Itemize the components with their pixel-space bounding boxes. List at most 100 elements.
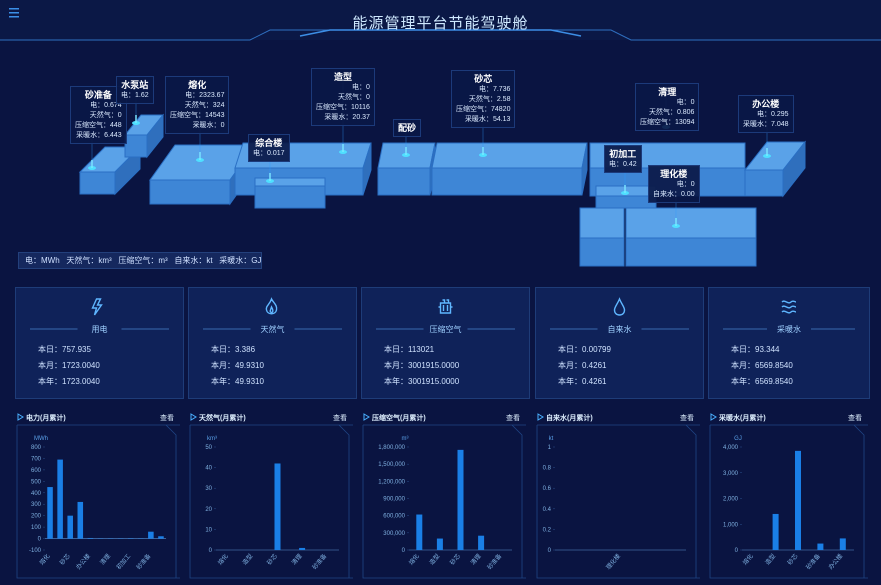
- card-decor: [376, 299, 515, 330]
- row-label: 本日：: [558, 345, 582, 354]
- glow-beam: [91, 160, 93, 168]
- reading-value: 13094: [675, 119, 695, 126]
- unit-label: GJ: [734, 436, 742, 442]
- header-bg: [0, 0, 881, 40]
- row-label: 本年：: [731, 377, 755, 386]
- reading: 天然气：324: [170, 101, 225, 111]
- reading-value: 10116: [351, 104, 370, 111]
- block-front: [124, 134, 148, 158]
- building-name: 熔化: [188, 80, 207, 90]
- building-label: 造型 电：0 天然气：0 压缩空气：10116 采暖水：20.37: [311, 68, 375, 126]
- reading-value: 324: [212, 102, 225, 109]
- card-title: 用电: [91, 325, 108, 334]
- title-marker: [537, 413, 544, 421]
- reading-label: 天然气：: [648, 109, 677, 116]
- card-row: 本年：0.4261: [558, 376, 606, 387]
- reading-value: 54.13: [492, 116, 511, 123]
- y-tick-label: 50: [205, 445, 212, 451]
- bar: [274, 463, 281, 550]
- y-tick-label: 4,000: [723, 445, 739, 451]
- reading: 电：0: [640, 98, 695, 108]
- y-tick-label: 1,800,000: [378, 445, 405, 451]
- building-name: 理化楼: [660, 169, 688, 179]
- reading-label: 天然气：: [184, 102, 213, 109]
- unit-label: kt: [549, 436, 554, 442]
- building-name: 办公楼: [752, 99, 780, 109]
- row-value: 49.9310: [235, 377, 264, 386]
- reading-label: 采暖水：: [743, 121, 771, 128]
- view-button: 查看: [160, 413, 174, 422]
- row-label: 本年：: [211, 377, 235, 386]
- row-label: 本月：: [558, 361, 582, 370]
- reading: 自来水：0.00: [653, 190, 695, 200]
- reading-label: 电：: [757, 111, 771, 118]
- card-title: 天然气: [260, 325, 285, 334]
- page-title: 能源管理平台节能驾驶舱: [352, 15, 529, 32]
- reading-label: 电：: [478, 86, 493, 93]
- x-tick-label: 砂准备: [804, 552, 822, 571]
- building-label: 砂芯 电：7.736 天然气：2.58 压缩空气：74820 采暖水：54.13: [451, 70, 516, 128]
- row-value: 0.00799: [582, 345, 611, 354]
- chart-frame: [536, 424, 700, 579]
- block-front: [254, 185, 326, 209]
- reading: 电：0.42: [609, 160, 637, 170]
- y-tick-label: 800: [31, 445, 42, 451]
- x-tick-label: 熔化: [38, 552, 52, 566]
- bar: [436, 538, 443, 550]
- card-row: 本日：3.386: [211, 344, 255, 355]
- reading-label: 自来水：: [653, 191, 681, 198]
- card-row: 本日：93.344: [731, 344, 779, 355]
- row-label: 本年：: [558, 377, 582, 386]
- reading-label: 天然气：: [468, 96, 497, 103]
- glow-beam: [269, 173, 271, 181]
- bar: [839, 538, 846, 550]
- reading-value: 0: [117, 112, 122, 119]
- y-tick-label: 0.8: [543, 466, 552, 472]
- building-name: 综合楼: [255, 138, 283, 148]
- x-tick-label: 造型: [763, 552, 777, 566]
- row-value: 1723.0040: [62, 377, 100, 386]
- card-title: 压缩空气: [429, 325, 462, 334]
- reading: 压缩空气：10116: [316, 103, 370, 113]
- building-label: 配砂: [393, 119, 422, 137]
- y-tick-label: 200: [31, 514, 42, 520]
- y-tick-label: 1,500,000: [378, 462, 405, 468]
- summary-card: 采暖水 本日：93.344 本月：6569.8540 本年：6569.8540: [708, 287, 870, 399]
- row-label: 本日：: [384, 345, 408, 354]
- reading: 采暖水：7.048: [743, 120, 789, 130]
- row-label: 本日：: [211, 345, 235, 354]
- summary-card: 自来水 本日：0.00799 本月：0.4261 本年：0.4261: [535, 287, 704, 399]
- bar: [457, 449, 464, 550]
- menu-icon: [9, 8, 19, 18]
- glow-beam: [405, 147, 407, 155]
- reading-label: 压缩空气：: [640, 119, 675, 126]
- y-tick-label: 3,000: [723, 471, 739, 477]
- reading-label: 电：: [253, 150, 267, 157]
- x-tick-label: 清理: [290, 552, 304, 566]
- reading-value: 0: [690, 181, 695, 188]
- bar: [158, 536, 164, 539]
- bar: [47, 487, 53, 539]
- card-decor: [550, 297, 689, 330]
- chart-frame: [16, 424, 180, 579]
- block-top: [625, 207, 757, 239]
- reading-label: 压缩空气：: [316, 104, 351, 111]
- reading: 天然气：0: [75, 111, 122, 121]
- y-tick-label: 1: [548, 445, 552, 451]
- card-row: 本日：0.00799: [558, 344, 611, 355]
- row-value: 3.386: [235, 345, 256, 354]
- glow-beam: [342, 144, 344, 152]
- row-label: 本年：: [384, 377, 408, 386]
- summary-card: 用电 本日：757.935 本月：1723.0040 本年：1723.0040: [15, 287, 184, 399]
- header-frame: [299, 29, 582, 37]
- x-tick-label: 办公楼: [74, 552, 92, 571]
- card-icon: [613, 297, 626, 316]
- y-tick-label: 100: [31, 525, 42, 531]
- y-tick-label: -100: [29, 548, 42, 554]
- reading-value: 0: [220, 122, 225, 129]
- unit-label: MWh: [34, 436, 48, 442]
- bar: [57, 459, 63, 539]
- glow-beam: [199, 152, 201, 160]
- y-tick-label: 0.6: [543, 486, 552, 492]
- row-value: 49.9310: [235, 361, 264, 370]
